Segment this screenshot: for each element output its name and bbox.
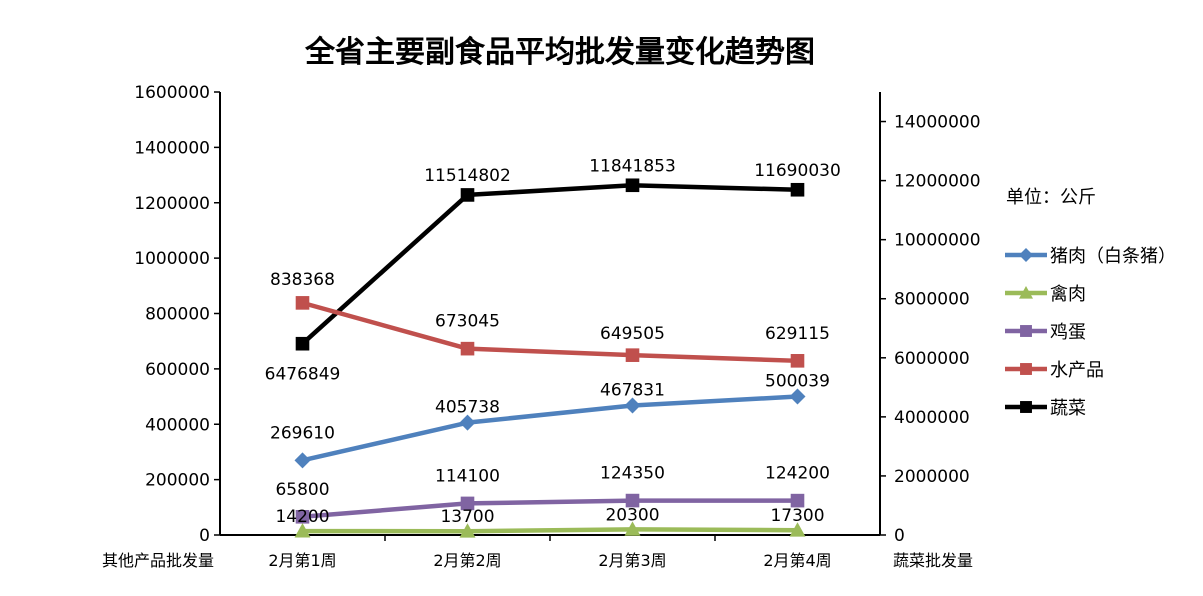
legend-item: 蔬菜 xyxy=(1005,398,1086,419)
data-label: 17300 xyxy=(770,506,824,526)
marker-square xyxy=(625,493,640,508)
marker-square xyxy=(625,348,640,362)
legend-item: 鸡蛋 xyxy=(1005,322,1086,343)
data-label: 11514802 xyxy=(424,166,511,186)
data-label: 65800 xyxy=(275,480,329,500)
marker-diamond xyxy=(1019,248,1033,262)
series-line xyxy=(301,394,798,463)
data-label: 124350 xyxy=(600,464,665,484)
y-right-tick-label: 14000000 xyxy=(894,113,981,133)
series-line xyxy=(302,498,798,520)
series-group xyxy=(294,178,806,538)
data-label: 629115 xyxy=(765,324,830,344)
marker-triangle xyxy=(1019,286,1033,299)
marker-triangle xyxy=(624,521,641,536)
marker-square xyxy=(625,178,640,193)
legend-item: 禽肉 xyxy=(1005,284,1086,305)
y-left-tick-label: 1200000 xyxy=(134,194,210,214)
legend-label: 鸡蛋 xyxy=(1050,322,1086,343)
marker-square xyxy=(1020,401,1032,413)
marker-square xyxy=(295,509,310,524)
legend-label: 猪肉（白条猪） xyxy=(1050,246,1176,267)
data-labels: 6476849 11514802 11841853 11690030 838368 673… xyxy=(265,156,841,527)
marker-square xyxy=(790,493,805,508)
y-left-tick-label: 1600000 xyxy=(134,83,210,103)
data-label: 14200 xyxy=(275,507,329,527)
data-label: 20300 xyxy=(605,505,659,525)
y-right-tick-label: 6000000 xyxy=(894,349,970,369)
series-line xyxy=(301,300,798,364)
marker-diamond xyxy=(294,452,311,469)
marker-triangle xyxy=(789,522,806,537)
series-line xyxy=(300,183,798,346)
marker-triangle xyxy=(294,523,311,538)
chart-title: 全省主要副食品平均批发量变化趋势图 xyxy=(304,35,815,70)
y-right-tick-label: 8000000 xyxy=(894,290,970,310)
legend-label: 禽肉 xyxy=(1050,284,1086,305)
data-label: 13700 xyxy=(440,507,494,527)
y-right-axis-label: 蔬菜批发量 xyxy=(893,551,973,570)
y-left-tick-label: 0 xyxy=(199,526,210,546)
series-2 xyxy=(295,493,805,524)
y-right-tick-label: 12000000 xyxy=(894,172,981,192)
data-label: 114100 xyxy=(435,466,500,486)
y-right-tick-label: 0 xyxy=(894,526,905,546)
legend-item: 猪肉（白条猪） xyxy=(1005,246,1176,267)
x-tick-label: 2月第2周 xyxy=(433,551,501,570)
series-0 xyxy=(294,388,806,469)
series-3 xyxy=(295,296,805,368)
y-left-tick-label: 200000 xyxy=(145,471,210,491)
marker-square xyxy=(295,296,310,310)
series-1 xyxy=(294,521,806,538)
marker-square xyxy=(790,354,805,368)
data-label: 6476849 xyxy=(265,365,341,385)
series-line xyxy=(302,527,798,534)
marker-square xyxy=(460,496,475,511)
x-tick-label: 2月第3周 xyxy=(598,551,666,570)
marker-triangle xyxy=(459,523,476,538)
marker-square xyxy=(295,336,310,351)
marker-square xyxy=(1020,363,1032,375)
marker-square xyxy=(790,182,805,197)
data-label: 11841853 xyxy=(589,156,676,176)
data-label: 500039 xyxy=(765,372,830,392)
y-right-tick-label: 10000000 xyxy=(894,231,981,251)
y-left-tick-label: 800000 xyxy=(145,305,210,325)
data-label: 11690030 xyxy=(754,161,841,181)
y-left-axis-label: 其他产品批发量 xyxy=(102,551,214,570)
axes: 0 200000 400000 600000 800000 1000000 1200000 1… xyxy=(134,83,980,570)
legend-label: 蔬菜 xyxy=(1050,398,1086,419)
marker-square xyxy=(1020,325,1032,337)
y-left-tick-label: 1400000 xyxy=(134,138,210,158)
series-4 xyxy=(295,178,805,351)
data-label: 673045 xyxy=(435,312,500,332)
marker-diamond xyxy=(789,388,806,405)
data-label: 649505 xyxy=(600,324,665,344)
data-label: 838368 xyxy=(270,270,335,290)
legend-item: 水产品 xyxy=(1005,360,1104,381)
marker-square xyxy=(460,188,475,202)
y-left-tick-label: 1000000 xyxy=(134,249,210,269)
y-right-tick-label: 2000000 xyxy=(894,467,970,487)
y-right-tick-label: 4000000 xyxy=(894,408,970,428)
y-left-tick-label: 400000 xyxy=(145,415,210,435)
data-label: 467831 xyxy=(600,380,665,400)
marker-diamond xyxy=(624,397,641,414)
data-label: 124200 xyxy=(765,464,830,484)
marker-diamond xyxy=(459,414,476,431)
x-tick-label: 2月第4周 xyxy=(763,551,831,570)
unit-label: 单位：公斤 xyxy=(1006,187,1096,208)
marker-square xyxy=(460,341,475,356)
legend-label: 水产品 xyxy=(1050,360,1104,381)
y-left-tick-label: 600000 xyxy=(145,360,210,380)
data-label: 269610 xyxy=(270,423,335,443)
data-label: 405738 xyxy=(435,398,500,418)
x-tick-label: 2月第1周 xyxy=(268,551,336,570)
